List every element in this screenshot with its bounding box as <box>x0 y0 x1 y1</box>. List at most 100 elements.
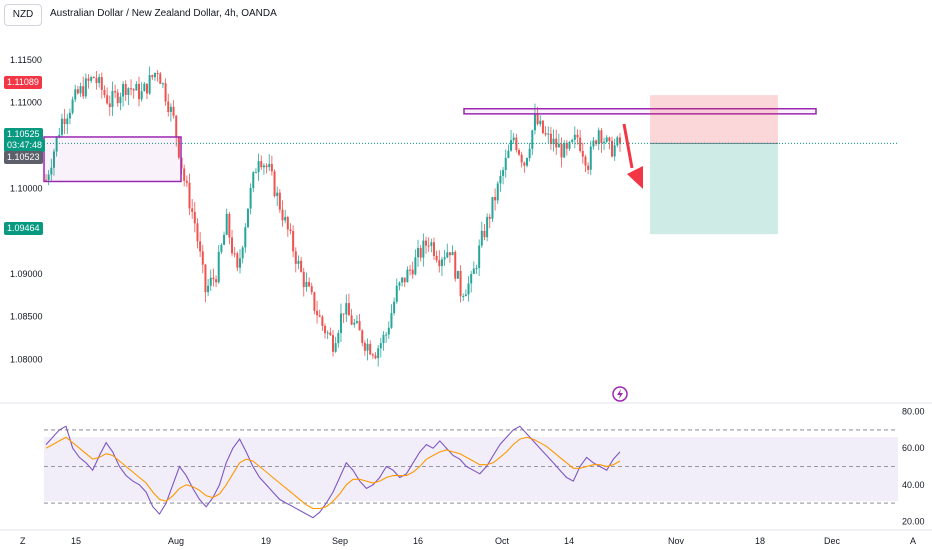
symbol-search-button[interactable]: NZD <box>4 4 42 26</box>
support-zone-box[interactable] <box>43 136 182 183</box>
candle-body <box>241 247 244 259</box>
price-tick-label: 1.11000 <box>10 98 42 108</box>
stop-loss-zone[interactable] <box>650 95 778 144</box>
candle-body <box>159 73 162 84</box>
candle-body <box>419 248 422 258</box>
candle-body <box>502 170 505 176</box>
candle-body <box>555 138 558 148</box>
candle-body <box>106 95 109 104</box>
candle-body <box>82 86 85 97</box>
candle-body <box>191 208 194 212</box>
candle-body <box>55 136 58 152</box>
candle-body <box>246 208 249 228</box>
candle-body <box>292 230 295 252</box>
rsi-tick-label: 80.00 <box>902 407 925 417</box>
candle-body <box>377 348 380 359</box>
lightning-icon[interactable] <box>612 386 628 402</box>
candle-body <box>164 83 167 102</box>
candle-body <box>231 237 234 254</box>
candle-body <box>464 294 467 297</box>
rsi-tick-label: 60.00 <box>902 443 925 453</box>
candle-body <box>175 115 178 138</box>
candle-body <box>172 106 175 116</box>
time-tick-label: 14 <box>564 536 574 546</box>
candle-body <box>507 150 510 158</box>
candle-body <box>432 242 435 256</box>
down-arrow-icon[interactable] <box>622 123 643 189</box>
candle-body <box>212 277 215 280</box>
price-axis[interactable]: 1.08000 1.08500 1.09000 1.10000 1.11000 1.115… <box>10 55 925 526</box>
candle-body <box>478 245 481 269</box>
auto-scale-button[interactable]: A <box>910 536 916 546</box>
candle-body <box>321 316 324 326</box>
candle-body <box>579 137 582 152</box>
candle-body <box>300 260 303 272</box>
candle-body <box>268 163 271 168</box>
candle-body <box>459 270 462 297</box>
time-tick-label: Dec <box>824 536 841 546</box>
take-profit-zone[interactable] <box>650 143 778 235</box>
candle-body <box>132 89 135 91</box>
candle-body <box>374 355 377 359</box>
candle-body <box>318 315 321 317</box>
candle-body <box>135 83 138 91</box>
candle-body <box>494 196 497 201</box>
candle-body <box>207 285 210 293</box>
candle-body <box>50 167 53 175</box>
last-price-tag: 1.10525 <box>4 128 43 141</box>
time-tick-label: Sep <box>332 536 348 546</box>
candle-body <box>84 78 87 97</box>
candle-body <box>329 332 332 336</box>
candle-body <box>217 251 220 283</box>
chart-title: Australian Dollar / New Zealand Dollar, … <box>50 8 277 19</box>
candle-body <box>409 269 412 271</box>
candle-body <box>390 313 393 328</box>
candle-body <box>446 252 449 258</box>
candle-body <box>76 89 79 94</box>
candle-body <box>385 334 388 336</box>
candle-body <box>520 154 523 163</box>
candle-body <box>326 332 329 334</box>
candle-body <box>284 217 287 221</box>
candle-body <box>148 75 151 94</box>
time-tick-label: 19 <box>261 536 271 546</box>
timezone-marker[interactable]: Z <box>20 536 26 546</box>
candle-body <box>252 172 255 189</box>
candle-body <box>260 161 263 168</box>
candle-body <box>332 335 334 352</box>
candle-body <box>525 158 528 166</box>
candle-body <box>595 140 598 145</box>
candle-body <box>608 137 611 141</box>
candle-body <box>278 192 281 210</box>
candle-body <box>342 313 345 315</box>
candle-body <box>366 343 369 351</box>
candle-body <box>209 277 212 286</box>
candle-body <box>515 137 518 151</box>
rsi-tick-label: 40.00 <box>902 480 925 490</box>
candle-body <box>79 86 82 94</box>
candle-body <box>427 245 430 247</box>
time-axis[interactable]: 15 Aug 19 Sep 16 Oct 14 Nov 18 Dec <box>71 536 841 546</box>
candle-body <box>435 255 438 261</box>
resistance-zone-box[interactable] <box>463 107 817 115</box>
candle-body <box>111 91 114 108</box>
candle-body <box>616 137 619 146</box>
chart-header: NZD Australian Dollar / New Zealand Doll… <box>0 0 932 28</box>
bid-price-tag: 1.10523 <box>4 151 43 164</box>
candle-body <box>201 251 204 265</box>
price-tick-label: 1.08500 <box>10 312 43 322</box>
candle-body <box>108 103 111 108</box>
candle-body <box>353 322 356 325</box>
candlestick-series <box>45 66 621 367</box>
candle-body <box>512 137 515 141</box>
candle-body <box>249 188 252 209</box>
candle-body <box>533 113 536 131</box>
candle-body <box>462 296 465 298</box>
candle-body <box>560 143 563 158</box>
candle-body <box>539 120 542 125</box>
candle-body <box>167 101 170 112</box>
candle-body <box>398 282 401 286</box>
candle-body <box>361 330 364 343</box>
candle-body <box>443 257 446 260</box>
